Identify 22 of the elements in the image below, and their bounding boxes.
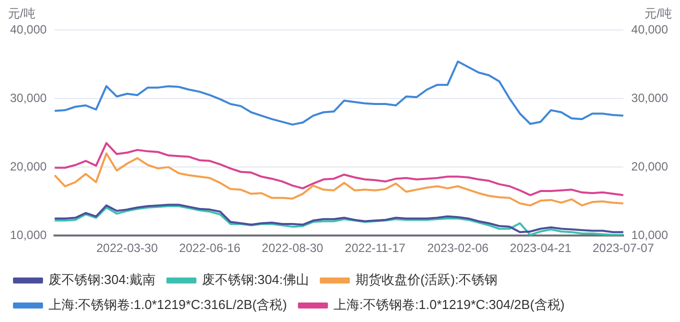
- legend-label: 上海:不锈钢卷:1.0*1219*C:304/2B(含税): [333, 297, 565, 312]
- y-tick-label: 30,000: [10, 90, 48, 105]
- y2-tick-label: 40,000: [631, 22, 668, 36]
- legend-label: 废不锈钢:304:戴南: [48, 272, 156, 288]
- legend-label: 期货收盘价(活跃):不锈钢: [355, 272, 498, 288]
- y-tick-label: 10,000: [10, 228, 48, 242]
- x-tick-label: 2022-11-17: [344, 241, 406, 256]
- legend-label: 废不锈钢:304:佛山: [202, 272, 309, 288]
- x-tick-label: 2023-07-07: [592, 241, 654, 256]
- y2-axis-title: 元/吨: [644, 6, 672, 20]
- x-tick-label: 2022-08-30: [262, 241, 324, 256]
- y2-tick-label: 20,000: [631, 159, 668, 174]
- x-tick-label: 2022-03-30: [96, 241, 158, 256]
- x-tick-label: 2023-02-06: [427, 241, 489, 256]
- x-tick-label: 2022-06-16: [179, 241, 241, 256]
- y-tick-label: 20,000: [10, 159, 48, 174]
- y-tick-label: 40,000: [10, 22, 48, 36]
- y2-tick-label: 10,000: [631, 228, 668, 242]
- y-axis-title: 元/吨: [8, 6, 36, 20]
- legend-label: 上海:不锈钢卷:1.0*1219*C:316L/2B(含税): [48, 297, 287, 312]
- y2-tick-label: 30,000: [631, 90, 668, 105]
- x-tick-label: 2023-04-21: [510, 241, 572, 256]
